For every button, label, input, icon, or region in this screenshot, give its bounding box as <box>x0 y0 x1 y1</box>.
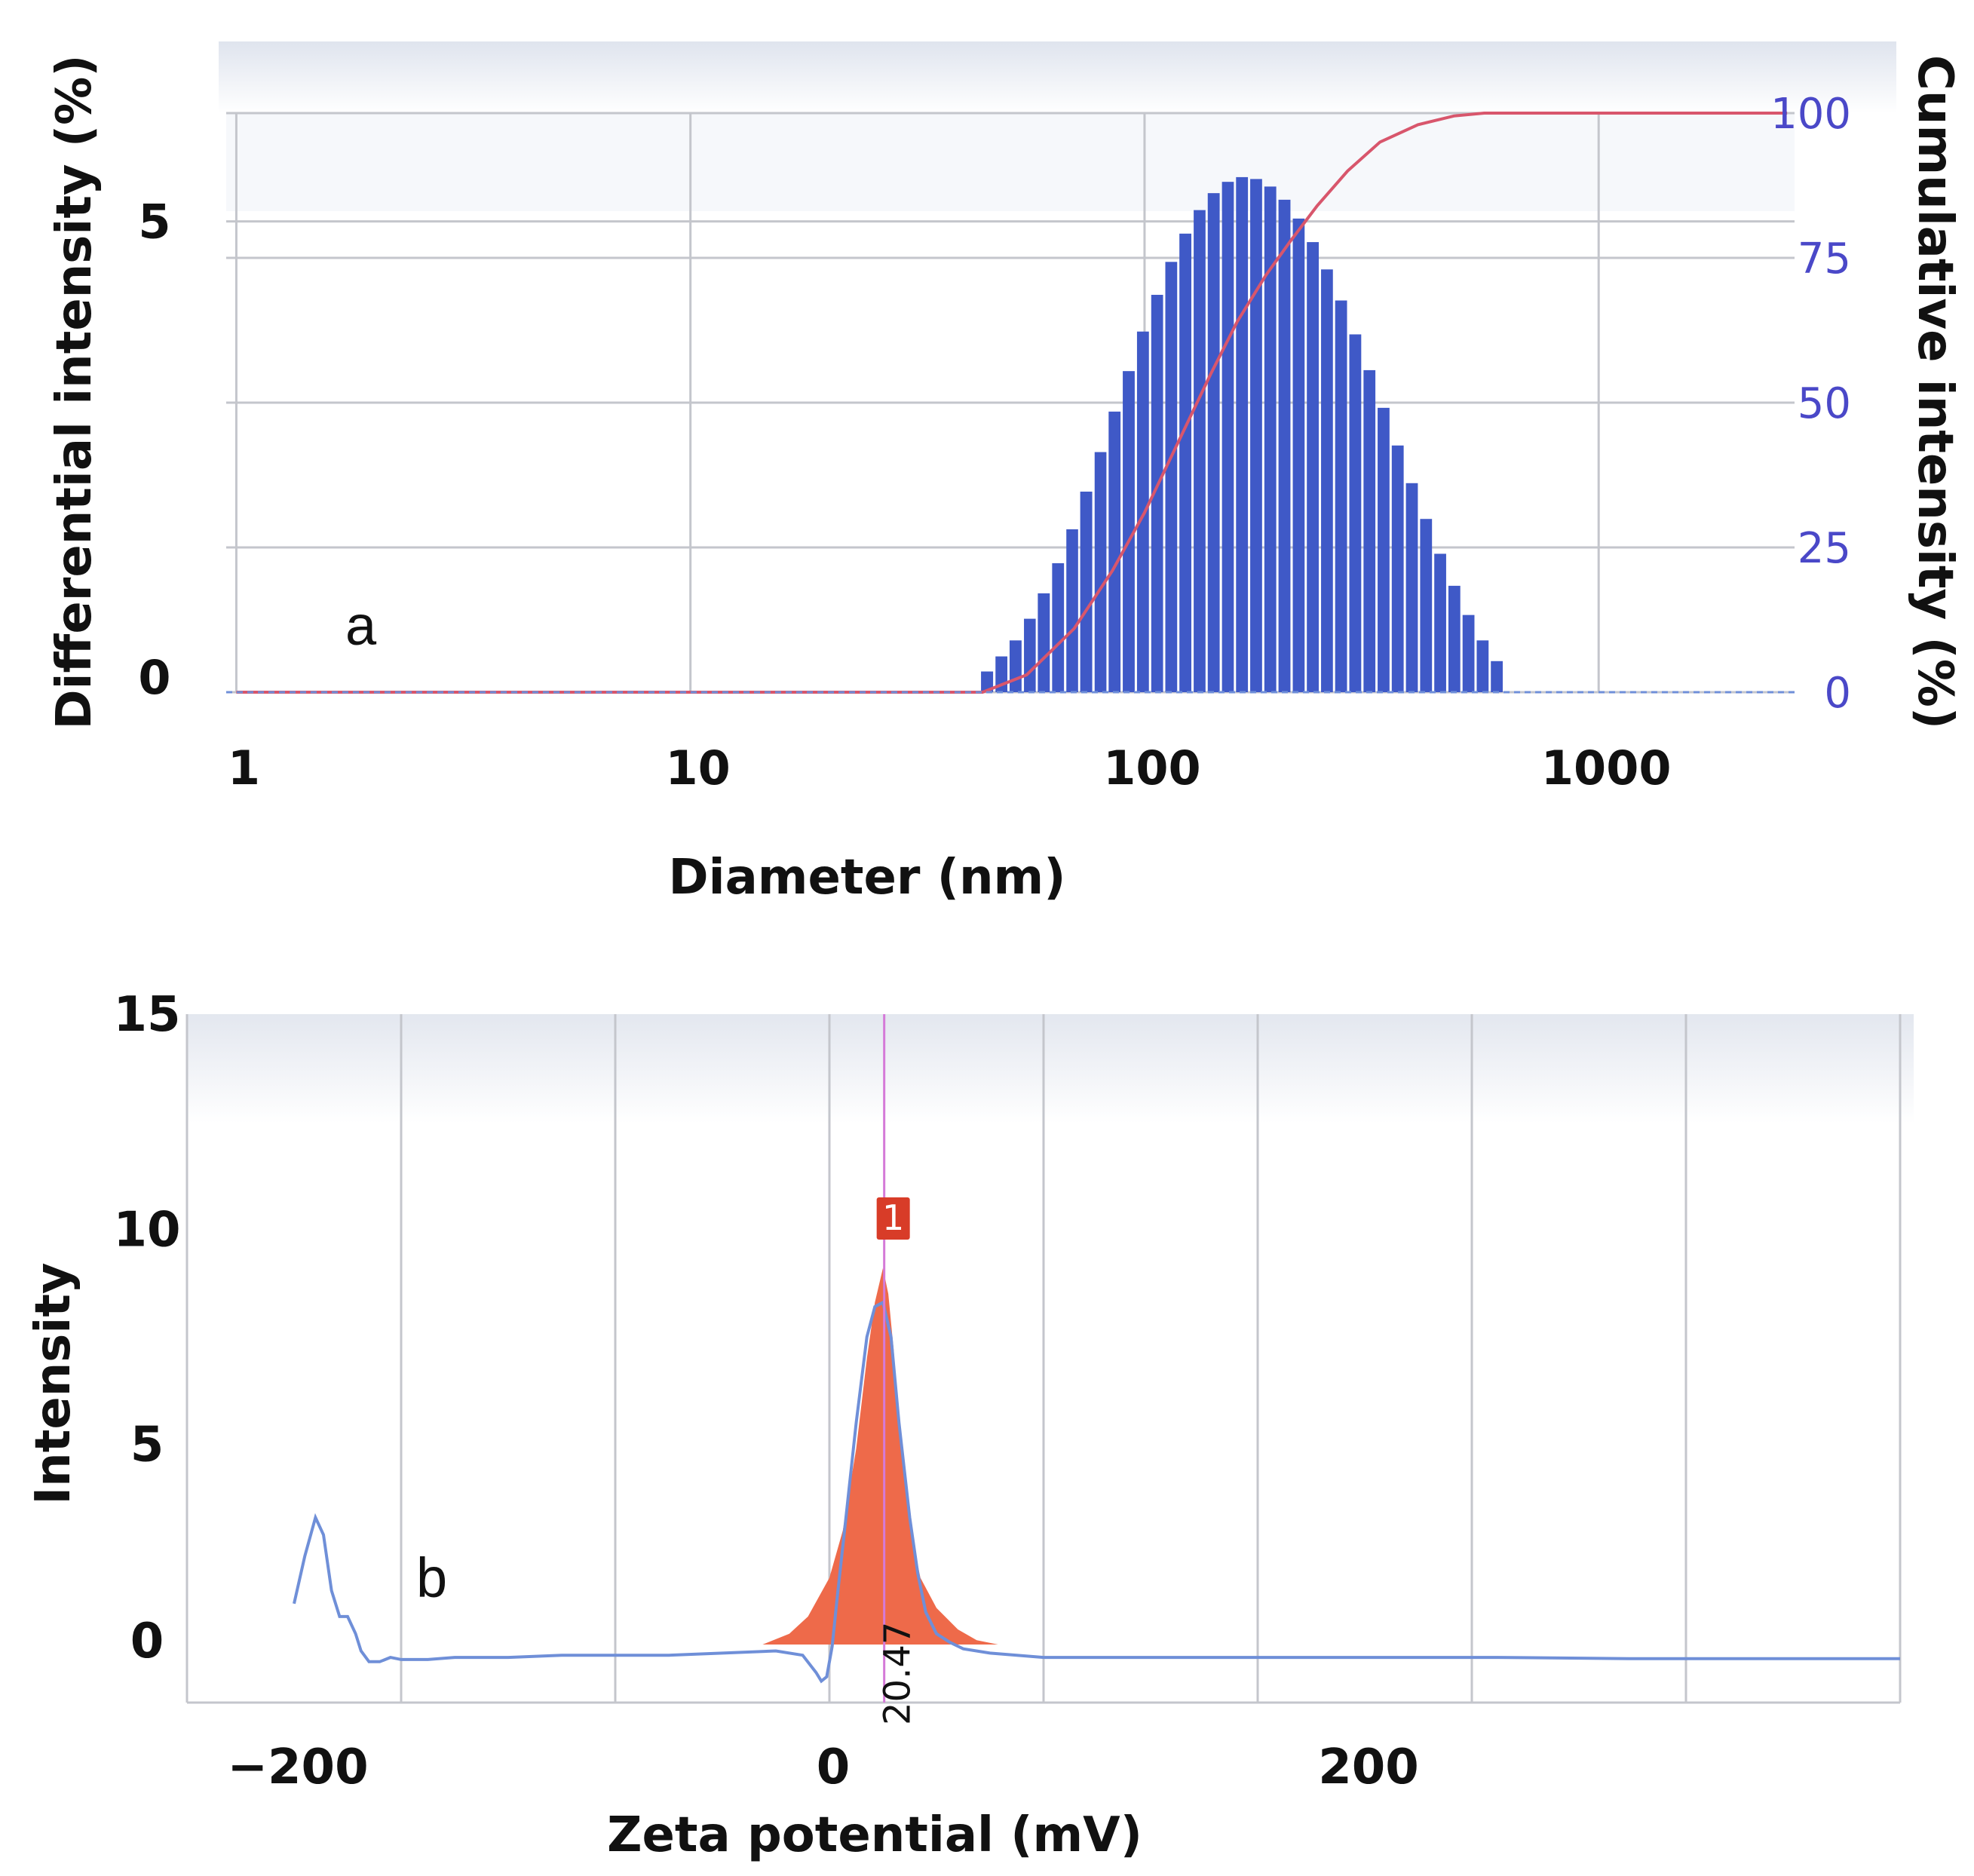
x-tick-label-b: −200 <box>227 1740 368 1795</box>
size-bar <box>1123 371 1135 692</box>
size-bar <box>1378 407 1390 692</box>
size-bar <box>1349 334 1362 692</box>
size-bar <box>1420 519 1433 692</box>
grid-b <box>185 1014 1902 1704</box>
y-tick-label-b: 0 <box>130 1614 164 1669</box>
y-tick-label-b: 15 <box>113 987 180 1043</box>
y2-axis-title-a: Cumulative intensity (%) <box>1907 55 1963 729</box>
size-bar <box>1080 492 1093 692</box>
plot-area-a-header <box>219 41 1896 113</box>
size-bar <box>1052 562 1065 692</box>
size-bar <box>1462 615 1475 692</box>
y2-tick-label-a: 75 <box>1798 234 1851 284</box>
size-bar <box>1434 553 1446 692</box>
peak-marker-label: 1 <box>882 1197 904 1238</box>
size-bar <box>1151 295 1163 692</box>
y2-tick-label-a: 25 <box>1798 524 1851 573</box>
size-bar <box>1221 182 1234 692</box>
y-tick-label-a: 0 <box>138 650 170 705</box>
size-bar <box>1250 179 1262 693</box>
size-bar <box>1038 593 1050 692</box>
cumulative-intensity-line <box>236 112 1788 694</box>
size-bar <box>1448 585 1461 692</box>
plot-area-b-header <box>187 1014 1914 1123</box>
y-ticks-a: 05 <box>138 195 170 705</box>
y2-tick-label-a: 100 <box>1770 90 1851 139</box>
size-bar <box>1278 199 1291 692</box>
size-bar <box>1094 452 1107 692</box>
x-ticks-a: 1 10 100 1000 <box>228 740 1672 795</box>
y2-tick-label-a: 0 <box>1824 669 1851 718</box>
size-bar <box>1335 300 1347 692</box>
x-axis-title-b: Zeta potential (mV) <box>607 1807 1142 1863</box>
x-tick-label-a: 1 <box>228 740 260 795</box>
y-axis-title-b: Intensity <box>26 1262 81 1504</box>
size-bar <box>1292 218 1305 692</box>
x-ticks-b: −200 0 200 <box>227 1740 1418 1795</box>
size-bar <box>1321 269 1333 692</box>
size-bar <box>1179 233 1192 693</box>
bars-a <box>981 176 1503 693</box>
size-bar <box>1108 411 1121 692</box>
y2-tick-label-a: 50 <box>1798 379 1851 428</box>
x-tick-label-b: 200 <box>1318 1740 1419 1795</box>
y-tick-label-b: 10 <box>113 1202 180 1258</box>
y-tick-label-b: 5 <box>130 1418 164 1473</box>
zeta-potential-panel: 1 20.47 −200 0 200 0 5 10 15 b Zeta potential… <box>26 987 1914 1863</box>
size-bar <box>1363 369 1376 692</box>
size-bar <box>1066 529 1078 692</box>
x-tick-label-a: 1000 <box>1541 740 1672 795</box>
mean-zeta-value-label: 20.47 <box>877 1622 919 1725</box>
size-bar <box>1307 242 1319 693</box>
size-bar <box>1264 186 1277 692</box>
size-bar <box>981 671 994 692</box>
size-bar <box>1491 661 1503 692</box>
size-bar <box>1024 618 1036 692</box>
panel-label-a: a <box>345 594 377 657</box>
x-tick-label-b: 0 <box>817 1740 851 1795</box>
x-tick-label-a: 100 <box>1103 740 1200 795</box>
size-bar <box>1236 176 1249 693</box>
y-axis-title-a: Differential intensity (%) <box>47 54 103 729</box>
zeta-intensity-line <box>293 1300 1900 1684</box>
size-bar <box>1136 331 1149 692</box>
peak-marker-box <box>876 1197 910 1240</box>
y-ticks-b: 0 5 10 15 <box>113 987 180 1669</box>
y-tick-label-a: 5 <box>138 195 170 250</box>
zeta-peak-area <box>762 1268 998 1645</box>
size-bar <box>1009 640 1022 692</box>
x-axis-title-a: Diameter (nm) <box>669 850 1066 906</box>
y2-ticks-a: 0 25 50 75 100 <box>1770 90 1851 718</box>
panel-label-b: b <box>416 1546 447 1609</box>
size-bar <box>1476 640 1489 692</box>
size-bar <box>1194 210 1206 692</box>
size-bar <box>1207 193 1220 692</box>
plot-area-a-band <box>226 113 1795 211</box>
x-tick-label-a: 10 <box>666 740 731 795</box>
size-bar <box>1165 262 1178 692</box>
size-bar <box>1405 483 1418 692</box>
size-bar <box>1391 445 1404 692</box>
